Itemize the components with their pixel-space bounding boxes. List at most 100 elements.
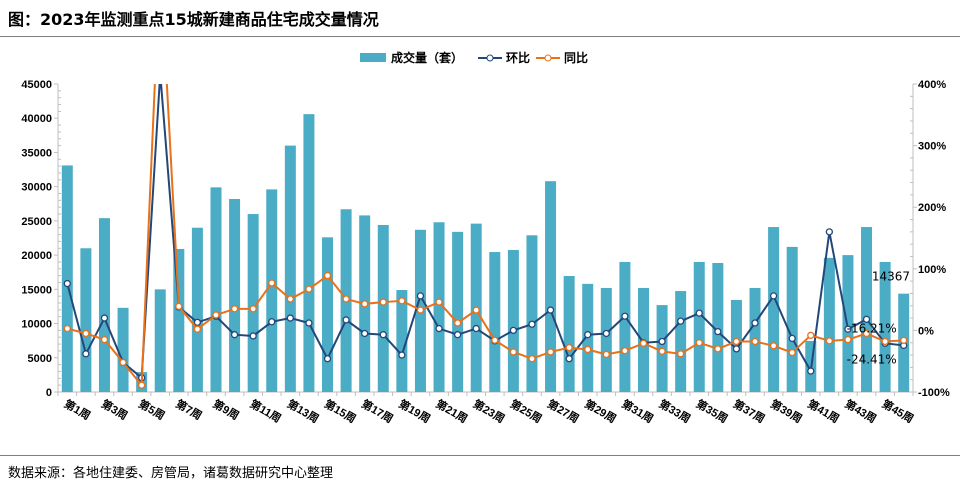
yoy-point-week-15 bbox=[323, 271, 332, 280]
bar-week-40 bbox=[786, 246, 798, 392]
bar-week-27 bbox=[545, 181, 557, 392]
line-layer bbox=[63, 84, 908, 389]
legend-mom-label: 环比 bbox=[506, 50, 530, 65]
yoy-point-week-34 bbox=[677, 350, 685, 358]
yoy-point-week-1 bbox=[63, 324, 71, 333]
x-tick-label: 第9周 bbox=[210, 396, 241, 422]
right-tick-label: 400% bbox=[918, 79, 946, 91]
chart-title: 图：2023年监测重点15城新建商品住宅成交量情况 bbox=[8, 10, 379, 29]
yoy-point-week-37 bbox=[732, 337, 741, 346]
yoy-point-week-3 bbox=[100, 335, 109, 344]
yoy-point-week-2 bbox=[82, 329, 90, 338]
mom-point-week-31 bbox=[621, 312, 629, 320]
bar-week-11 bbox=[247, 214, 259, 392]
mom-point-week-13 bbox=[286, 314, 294, 322]
mom-point-week-35 bbox=[695, 309, 703, 317]
mom-point-week-25 bbox=[509, 326, 518, 335]
bar-week-44 bbox=[861, 227, 873, 392]
mom-point-week-14 bbox=[305, 319, 313, 327]
bar-week-24 bbox=[489, 252, 501, 392]
bar-week-36 bbox=[712, 262, 724, 392]
yoy-point-week-39 bbox=[769, 342, 778, 350]
left-tick-label: 5000 bbox=[28, 353, 52, 365]
yoy-point-week-30 bbox=[602, 350, 610, 359]
yoy-point-week-31 bbox=[621, 347, 629, 355]
left-tick-label: 30000 bbox=[21, 182, 52, 194]
yoy-point-week-32 bbox=[639, 339, 648, 347]
yoy-point-week-14 bbox=[305, 285, 313, 293]
bar-week-25 bbox=[507, 249, 519, 392]
yoy-point-week-40 bbox=[788, 348, 796, 357]
mom-point-week-10 bbox=[230, 331, 239, 339]
x-tick-label: 第39周 bbox=[768, 396, 805, 425]
mom-point-week-37 bbox=[732, 345, 741, 353]
yoy-point-week-5 bbox=[137, 381, 146, 389]
yoy-point-week-43 bbox=[844, 335, 852, 344]
x-tick-label: 第41周 bbox=[805, 396, 842, 425]
left-tick-label: 15000 bbox=[21, 284, 52, 296]
yoy-point-week-8 bbox=[193, 325, 202, 333]
x-tick-label: 第17周 bbox=[359, 396, 396, 425]
bar-week-43 bbox=[842, 255, 854, 392]
mom-point-week-28 bbox=[565, 355, 573, 363]
mom-point-week-44 bbox=[862, 315, 871, 323]
mom-point-week-3 bbox=[100, 314, 109, 322]
left-tick-label: 40000 bbox=[21, 113, 52, 125]
mom-point-week-38 bbox=[751, 319, 759, 327]
left-tick-label: 45000 bbox=[21, 79, 52, 91]
x-tick-label: 第45周 bbox=[880, 396, 917, 425]
mom-point-week-15 bbox=[323, 355, 332, 363]
bar-week-26 bbox=[526, 235, 538, 392]
right-tick-label: 200% bbox=[918, 202, 946, 214]
left-tick-label: 35000 bbox=[21, 147, 52, 159]
yoy-point-week-35 bbox=[695, 339, 703, 347]
mom-point-week-39 bbox=[769, 292, 778, 300]
bar-week-8 bbox=[191, 227, 203, 392]
bar-week-19 bbox=[396, 290, 408, 392]
mom-point-week-22 bbox=[453, 331, 462, 339]
left-tick-label: 0 bbox=[46, 387, 52, 399]
yoy-point-week-45 bbox=[881, 337, 889, 346]
legend-marker bbox=[544, 54, 552, 62]
yoy-point-week-41 bbox=[807, 331, 815, 339]
bar-week-12 bbox=[266, 189, 278, 392]
x-tick-label: 第3周 bbox=[99, 396, 130, 422]
bar-week-9 bbox=[210, 187, 222, 392]
mom-point-week-8 bbox=[193, 318, 202, 327]
yoy-point-week-42 bbox=[825, 337, 834, 345]
x-tick-label: 第19周 bbox=[396, 396, 433, 425]
yoy-point-week-25 bbox=[509, 348, 518, 356]
x-tick-label: 第31周 bbox=[619, 396, 656, 425]
legend-bar-label: 成交量（套） bbox=[391, 50, 463, 65]
yoy-point-week-20 bbox=[416, 306, 425, 314]
source-divider bbox=[0, 455, 960, 456]
mom-point-week-11 bbox=[249, 332, 257, 340]
mom-point-week-1 bbox=[63, 279, 71, 288]
x-tick-label: 第1周 bbox=[62, 396, 93, 422]
last-bar-value-label: 14367 bbox=[872, 270, 910, 284]
left-tick-label: 20000 bbox=[21, 250, 52, 262]
bar-week-45 bbox=[879, 261, 891, 392]
title-divider bbox=[0, 36, 960, 37]
yoy-point-week-18 bbox=[379, 298, 387, 306]
yoy-point-week-29 bbox=[584, 345, 592, 354]
x-tick-label: 第43周 bbox=[842, 396, 879, 425]
x-tick-label: 第13周 bbox=[285, 396, 322, 425]
yoy-point-week-11 bbox=[249, 305, 257, 313]
bar-week-6 bbox=[154, 289, 166, 392]
mom-point-week-27 bbox=[546, 306, 555, 314]
mom-point-week-18 bbox=[379, 331, 387, 339]
right-tick-label: 100% bbox=[918, 264, 946, 276]
mom-point-week-40 bbox=[788, 334, 796, 343]
yoy-point-week-26 bbox=[528, 355, 536, 363]
mom-point-week-36 bbox=[714, 327, 722, 336]
left-tick-label: 25000 bbox=[21, 216, 52, 228]
x-tick-label: 第37周 bbox=[731, 396, 768, 425]
mom-point-week-41 bbox=[807, 367, 815, 375]
mom-point-week-17 bbox=[361, 329, 369, 338]
mom-point-week-30 bbox=[602, 329, 610, 338]
x-tick-label: 第21周 bbox=[434, 396, 471, 425]
bar-week-13 bbox=[284, 145, 296, 392]
x-tick-label: 第29周 bbox=[582, 396, 619, 425]
